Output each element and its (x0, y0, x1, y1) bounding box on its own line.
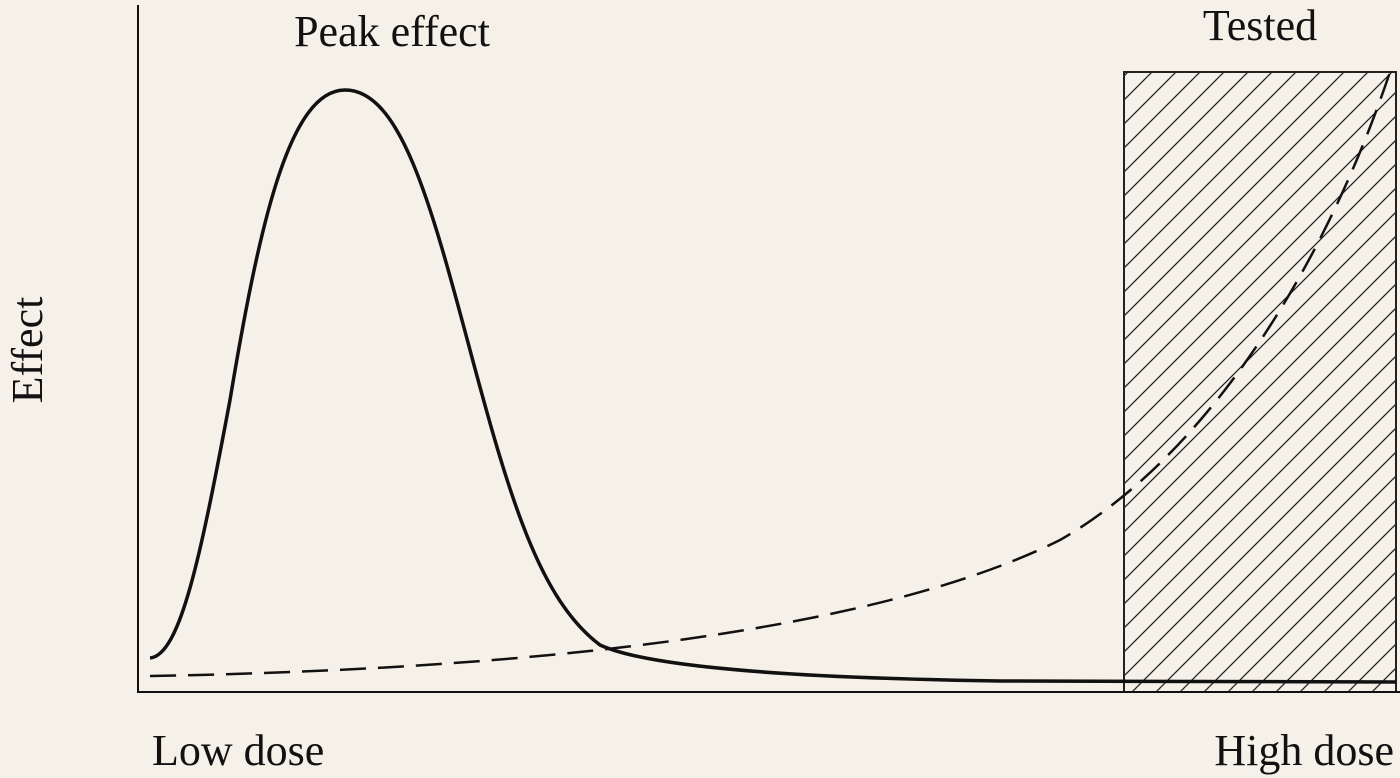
peak-curve (149, 88, 1397, 684)
tested-region (1123, 71, 1397, 693)
peak-label: Peak effect (294, 7, 490, 56)
y-axis-label: Effect (3, 297, 52, 404)
x-high-label: High dose (1214, 726, 1394, 775)
dashed-curve (149, 71, 1392, 678)
tested-label: Tested (1203, 1, 1317, 50)
x-low-label: Low dose (152, 726, 324, 775)
